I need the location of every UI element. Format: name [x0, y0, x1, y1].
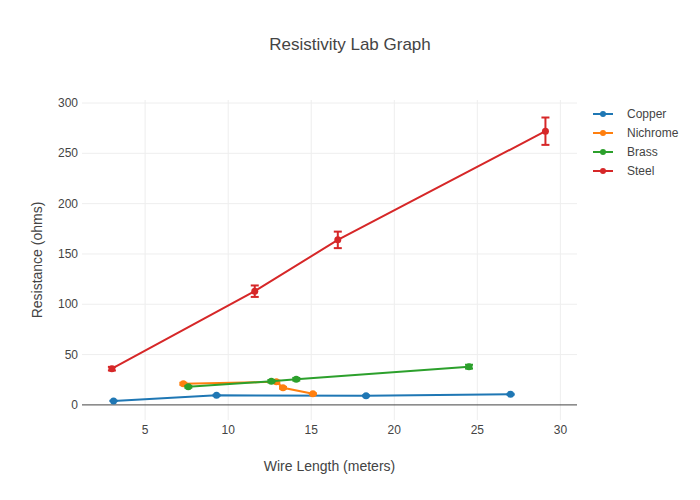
y-tick-label: 0	[71, 398, 78, 412]
x-grid-line	[477, 100, 478, 420]
x-grid-line	[145, 100, 146, 420]
background	[0, 0, 700, 500]
x-grid-line	[560, 100, 561, 420]
point	[293, 376, 300, 383]
y-axis-title: Resistance (ohms)	[29, 202, 45, 319]
y-grid-line	[82, 304, 577, 305]
legend-marker	[600, 168, 606, 174]
error-cap	[251, 296, 259, 298]
legend-label: Copper	[627, 107, 666, 121]
y-tick-label: 50	[65, 348, 79, 362]
legend-label: Brass	[627, 145, 658, 159]
y-tick-label: 250	[58, 146, 78, 160]
error-bar	[541, 118, 549, 145]
x-tick-label: 10	[221, 423, 235, 437]
y-tick-label: 100	[58, 297, 78, 311]
legend-marker	[600, 149, 606, 155]
point	[279, 384, 286, 391]
point	[334, 236, 341, 243]
point	[251, 288, 258, 295]
series-line	[112, 131, 546, 368]
legend-label: Steel	[627, 164, 654, 178]
error-cap	[541, 117, 549, 119]
legend: Copper Nichrome Brass Steel	[593, 107, 679, 178]
x-grid-line	[228, 100, 229, 420]
legend-marker	[600, 111, 606, 117]
y-grid-line	[82, 354, 577, 355]
zero-line	[82, 404, 577, 405]
x-tick-label: 15	[305, 423, 319, 437]
point	[268, 378, 275, 385]
plot-data	[108, 118, 550, 405]
x-axis-title: Wire Length (meters)	[264, 458, 395, 474]
legend-marker	[600, 130, 606, 136]
y-tick-label: 300	[58, 96, 78, 110]
title: Resistivity Lab Graph	[269, 35, 431, 54]
y-grid-line	[82, 203, 577, 204]
error-bar	[334, 232, 342, 249]
error-cap	[541, 144, 549, 146]
series-line	[188, 367, 469, 387]
point	[507, 391, 514, 398]
x-tick-label: 5	[142, 423, 149, 437]
error-bar	[251, 285, 259, 296]
point	[542, 128, 549, 135]
chart: 51015202530050100150200250300Resistivity…	[0, 0, 700, 500]
legend-label: Nichrome	[627, 126, 679, 140]
x-tick-label: 20	[388, 423, 402, 437]
y-tick-label: 200	[58, 197, 78, 211]
point	[185, 383, 192, 390]
point	[363, 392, 370, 399]
point	[309, 390, 316, 397]
grid	[82, 100, 577, 420]
y-grid-line	[82, 103, 577, 104]
error-cap	[251, 284, 259, 286]
x-tick-label: 30	[554, 423, 568, 437]
error-cap	[334, 231, 342, 233]
point	[110, 397, 117, 404]
x-tick-label: 25	[471, 423, 485, 437]
point	[108, 365, 115, 372]
error-cap	[334, 247, 342, 249]
point	[466, 363, 473, 370]
y-grid-line	[82, 253, 577, 254]
x-grid-line	[311, 100, 312, 420]
point	[213, 392, 220, 399]
y-tick-label: 150	[58, 247, 78, 261]
